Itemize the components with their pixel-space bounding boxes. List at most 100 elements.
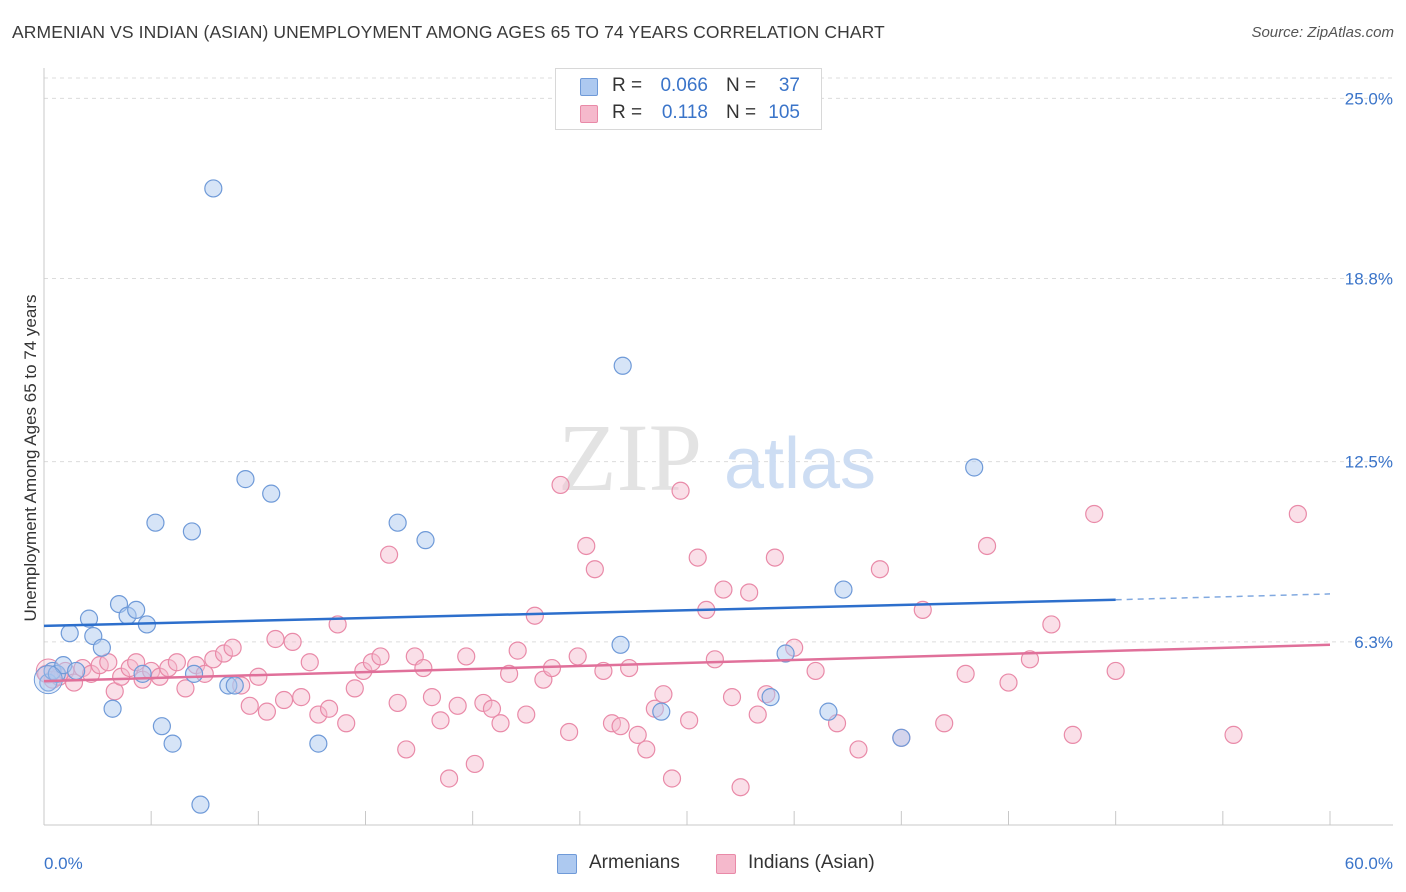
armenian-point bbox=[262, 484, 281, 503]
watermark-zip: ZIP bbox=[558, 404, 702, 511]
indian-point bbox=[748, 705, 767, 724]
armenian-point bbox=[152, 717, 171, 736]
armenian-point bbox=[892, 728, 911, 747]
armenian-point bbox=[236, 470, 255, 489]
armenian-point bbox=[182, 522, 201, 541]
indian-point bbox=[714, 580, 733, 599]
y-tick-label: 6.3% bbox=[1354, 633, 1393, 652]
r-label: R = bbox=[612, 75, 643, 96]
indian-point bbox=[849, 740, 868, 759]
indian-trend-line bbox=[43, 643, 1331, 683]
indian-point bbox=[274, 690, 294, 710]
x-tick-label: 0.0% bbox=[44, 854, 83, 873]
indian-point bbox=[508, 641, 527, 660]
r-label: R = bbox=[612, 102, 643, 123]
armenian-point bbox=[67, 661, 86, 681]
indian-point bbox=[257, 702, 277, 721]
indian-point bbox=[500, 664, 519, 683]
armenian-legend-label: Armenians bbox=[589, 852, 680, 873]
armenian-swatch bbox=[557, 854, 577, 874]
armenian-trend-extension bbox=[1115, 593, 1331, 601]
armenian-point bbox=[388, 513, 407, 532]
armenian-point bbox=[834, 580, 853, 599]
indian-point bbox=[240, 696, 259, 715]
indian-point bbox=[568, 647, 587, 666]
indian-point bbox=[448, 696, 467, 715]
indian-point bbox=[422, 688, 442, 707]
indian-point bbox=[1085, 504, 1104, 524]
indian-point bbox=[1288, 504, 1307, 524]
indian-point bbox=[731, 778, 750, 797]
legend-row-armenians: R = 0.066 N = 37 bbox=[556, 75, 821, 99]
legend-row-indians: R = 0.118 N = 105 bbox=[556, 102, 821, 126]
armenian-point bbox=[309, 734, 328, 753]
indian-point bbox=[956, 664, 975, 683]
armenian-point bbox=[965, 458, 984, 477]
tick-labels: 6.3% 12.5% 18.8% 25.0% 0.0% 60.0% bbox=[44, 89, 1393, 873]
indian-point bbox=[204, 650, 223, 669]
indian-point bbox=[551, 475, 570, 495]
indian-point bbox=[397, 740, 416, 759]
r-value: 0.118 bbox=[661, 102, 708, 123]
indian-point bbox=[935, 714, 954, 733]
indian-point bbox=[705, 650, 724, 669]
indian-point bbox=[371, 647, 390, 666]
indian-point bbox=[620, 658, 639, 678]
n-label: N = bbox=[726, 102, 757, 123]
armenian-point bbox=[204, 179, 223, 198]
indian-point bbox=[662, 769, 682, 788]
indian-point bbox=[999, 673, 1018, 692]
armenian-points bbox=[33, 179, 984, 814]
indian-point bbox=[439, 769, 459, 788]
indian-point bbox=[628, 725, 647, 744]
armenian-point bbox=[146, 513, 165, 532]
indian-point bbox=[176, 679, 195, 698]
indian-point bbox=[283, 632, 302, 651]
armenian-trend-line bbox=[43, 598, 1116, 628]
indian-swatch bbox=[716, 854, 736, 874]
indian-legend-label: Indians (Asian) bbox=[748, 852, 875, 873]
indian-point bbox=[1063, 725, 1082, 744]
correlation-legend: R = 0.066 N = 37 R = 0.118 N = 105 bbox=[555, 68, 822, 130]
indian-point bbox=[525, 606, 544, 625]
indian-point bbox=[577, 536, 596, 556]
indian-point bbox=[345, 679, 364, 698]
grid-lines bbox=[44, 77, 1393, 643]
source-credit: Source: ZipAtlas.com bbox=[1251, 24, 1394, 41]
indian-point bbox=[457, 647, 476, 666]
armenian-point bbox=[416, 531, 435, 550]
n-label: N = bbox=[726, 75, 757, 96]
axes bbox=[43, 68, 1393, 826]
armenian-point bbox=[127, 600, 146, 620]
indian-point bbox=[388, 693, 407, 713]
indian-point bbox=[1020, 650, 1040, 669]
watermark-atlas: atlas bbox=[724, 424, 876, 504]
indian-point bbox=[560, 722, 579, 742]
indian-point bbox=[167, 653, 186, 672]
indian-point bbox=[765, 548, 784, 567]
indian-point bbox=[491, 714, 510, 733]
indian-point bbox=[517, 705, 536, 724]
indian-point bbox=[806, 661, 825, 681]
trend-lines bbox=[43, 593, 1331, 683]
indian-point bbox=[309, 705, 328, 724]
indian-point bbox=[722, 688, 742, 707]
indian-point bbox=[249, 667, 268, 686]
x-tick-label: 60.0% bbox=[1345, 854, 1393, 873]
indian-point bbox=[977, 536, 997, 556]
armenian-point bbox=[611, 635, 630, 654]
indian-point bbox=[654, 685, 673, 704]
indian-point bbox=[337, 714, 356, 733]
indian-point bbox=[431, 711, 450, 730]
armenian-point bbox=[133, 664, 152, 683]
y-tick-label: 12.5% bbox=[1345, 453, 1393, 472]
indian-point bbox=[266, 629, 285, 649]
indian-point bbox=[300, 653, 319, 672]
indian-swatch bbox=[580, 105, 598, 123]
armenian-point bbox=[652, 702, 671, 721]
n-value: 37 bbox=[778, 75, 800, 96]
armenian-point bbox=[613, 356, 632, 375]
r-value: 0.066 bbox=[660, 75, 708, 96]
armenian-point bbox=[163, 734, 182, 753]
